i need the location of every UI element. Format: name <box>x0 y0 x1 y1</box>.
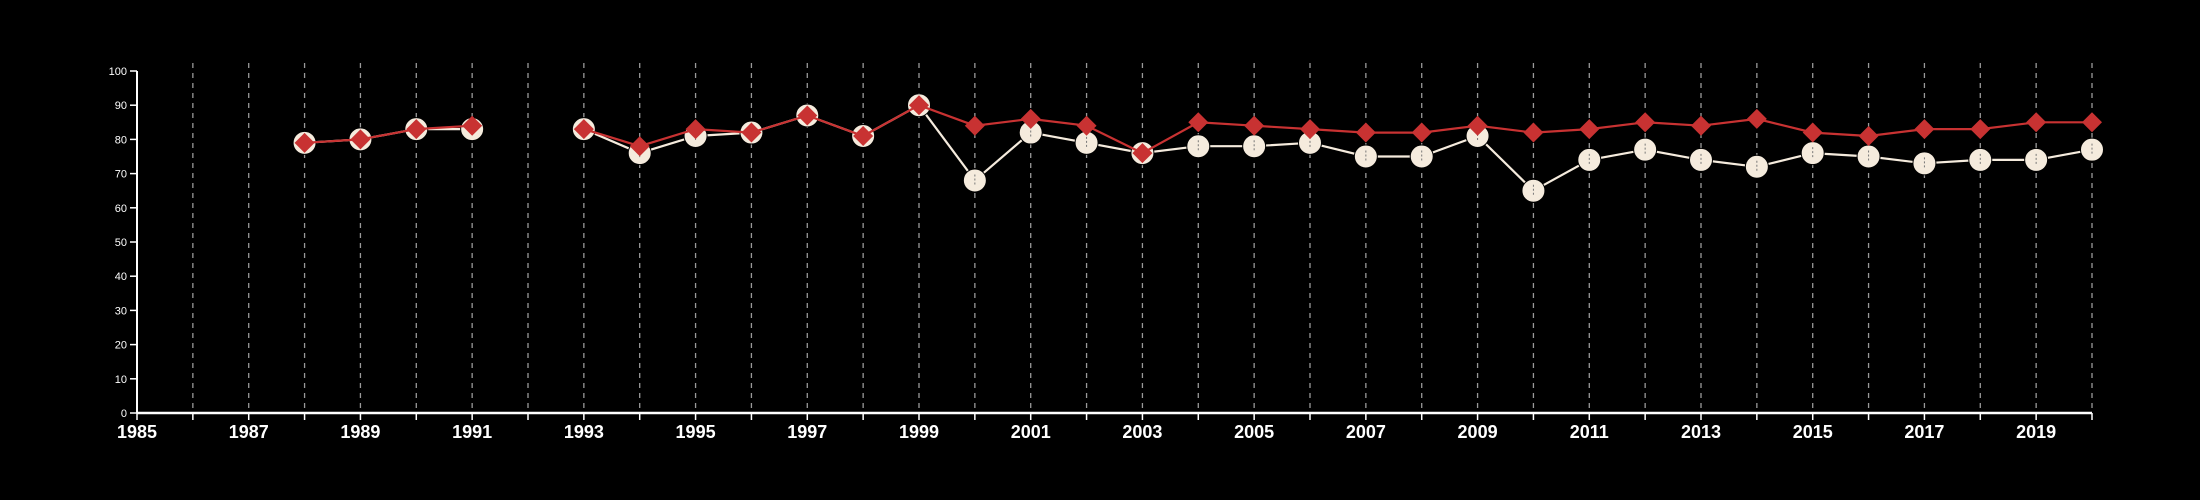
data-point <box>294 132 315 153</box>
data-point <box>1746 108 1767 129</box>
x-tick-label: 1993 <box>564 422 604 442</box>
y-tick-label: 10 <box>115 374 127 386</box>
x-tick-label: 2019 <box>2016 422 2056 442</box>
data-point <box>462 115 483 136</box>
series-diamond <box>294 95 2102 164</box>
data-point <box>1076 115 1097 136</box>
data-point <box>350 129 371 150</box>
data-point <box>1691 115 1711 136</box>
x-tick-label: 1989 <box>340 422 380 442</box>
y-tick-label: 50 <box>115 237 127 249</box>
x-tick-label: 1995 <box>676 422 716 442</box>
y-tick-label: 20 <box>115 340 127 352</box>
x-tick-label: 2007 <box>1346 422 1386 442</box>
x-tick-label: 2003 <box>1122 422 1162 442</box>
data-point <box>2082 112 2102 133</box>
x-tick-label: 2013 <box>1681 422 1721 442</box>
data-point <box>573 119 594 140</box>
x-tick-label: 2005 <box>1234 422 1274 442</box>
data-point <box>406 119 427 140</box>
data-point <box>1802 122 1823 143</box>
y-tick-label: 90 <box>115 100 127 112</box>
x-tick-label: 1997 <box>787 422 827 442</box>
data-point <box>1411 122 1432 143</box>
data-point <box>964 115 985 136</box>
x-tick-label: 2009 <box>1458 422 1498 442</box>
grid-layer <box>192 63 2093 413</box>
y-tick-label: 60 <box>115 203 127 215</box>
y-tick-label: 30 <box>115 305 127 317</box>
data-point <box>1914 119 1935 140</box>
data-point <box>1635 112 1656 133</box>
data-point <box>685 119 706 140</box>
x-tick-label: 2015 <box>1793 422 1833 442</box>
data-point <box>1188 112 1209 133</box>
data-point <box>797 105 818 126</box>
axis-layer: 0 10 20 30 40 50 60 70 80 90 100 1985 1987 1989 1991 19… <box>109 66 2093 442</box>
data-point <box>1132 143 1153 164</box>
data-point <box>1970 119 1991 140</box>
x-tick-label: 1999 <box>899 422 939 442</box>
x-tick-label: 1987 <box>229 422 269 442</box>
x-tick-label: 2011 <box>1570 422 1609 442</box>
y-tick-label: 0 <box>121 408 127 420</box>
x-tick-label: 2001 <box>1011 422 1051 442</box>
y-tick-label: 70 <box>115 169 127 181</box>
data-point <box>1523 122 1544 143</box>
x-tick-label: 1985 <box>117 422 157 442</box>
series-line <box>583 103 2092 155</box>
data-point <box>1020 108 1041 129</box>
x-tick-label: 1991 <box>452 422 492 442</box>
data-point <box>853 125 874 146</box>
series-line <box>304 124 473 144</box>
data-point <box>909 95 929 116</box>
data-point <box>1579 119 1600 140</box>
x-tick-label: 2017 <box>1904 422 1944 442</box>
y-tick-label: 100 <box>109 66 127 78</box>
data-point <box>629 136 650 157</box>
data-point <box>1355 122 1376 143</box>
data-point <box>1244 115 1265 136</box>
data-point <box>1300 119 1320 140</box>
data-point <box>1467 115 1488 136</box>
data-point <box>741 122 762 143</box>
y-tick-label: 80 <box>115 134 127 146</box>
y-tick-label: 40 <box>115 271 127 283</box>
data-point <box>1858 125 1879 146</box>
series-layer <box>292 93 2104 203</box>
data-point <box>2026 112 2047 133</box>
